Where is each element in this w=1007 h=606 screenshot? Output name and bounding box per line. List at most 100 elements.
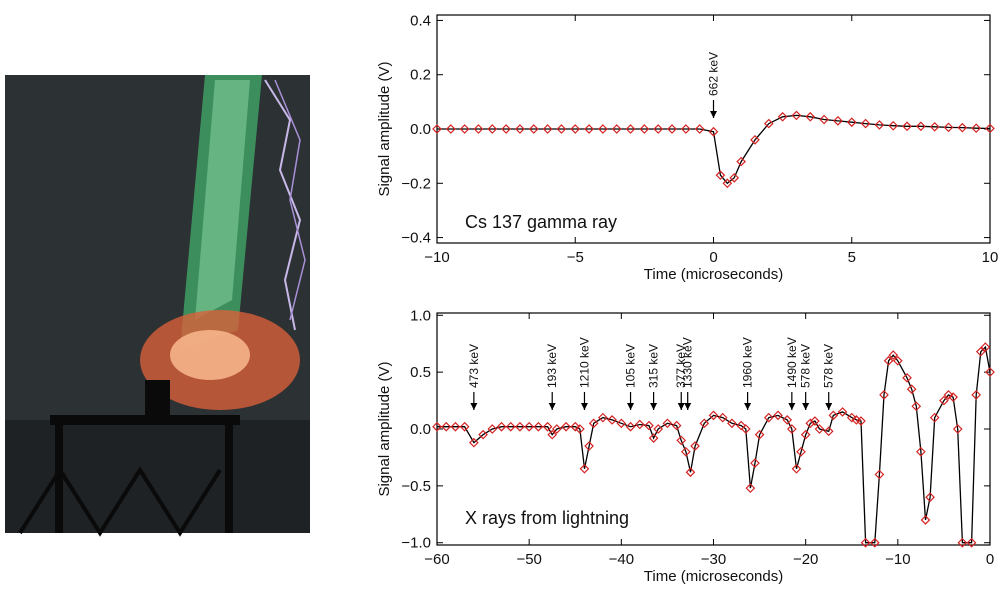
data-marker (943, 122, 954, 133)
data-marker (441, 421, 452, 432)
data-marker (432, 124, 442, 134)
data-marker (810, 416, 820, 426)
data-marker (524, 421, 535, 432)
data-marker (551, 424, 562, 434)
data-marker (736, 156, 746, 167)
data-marker (828, 410, 839, 421)
annotation-label: 315 keV (647, 344, 661, 388)
data-marker (805, 418, 816, 429)
data-marker (860, 537, 871, 548)
data-marker (916, 121, 926, 132)
data-marker (681, 446, 691, 457)
data-marker (929, 412, 940, 423)
annotation-label: 662 keV (707, 52, 721, 96)
photo-leg (55, 425, 63, 533)
y-tick-label: 0.4 (410, 12, 431, 29)
y-tick-label: 0.2 (410, 67, 431, 84)
annotation-label: 377 keV (674, 344, 688, 388)
data-marker (681, 124, 691, 134)
annotation-label: 193 keV (545, 344, 559, 388)
annotation-arrowhead (788, 403, 796, 410)
y-tick-label: 0.0 (410, 121, 431, 138)
data-marker (833, 116, 843, 126)
photo-lightning (274, 79, 306, 321)
data-marker (800, 429, 811, 440)
data-marker (869, 537, 880, 548)
data-marker (736, 420, 746, 431)
data-marker (957, 122, 968, 133)
y-tick-label: 1.0 (410, 307, 431, 324)
annotation-label: 1490 keV (785, 337, 799, 388)
data-marker (782, 415, 793, 425)
data-marker (501, 124, 511, 134)
annotation-arrowhead (470, 403, 478, 410)
annotation-label: 1330 keV (681, 337, 695, 388)
data-marker (874, 120, 885, 130)
data-marker (496, 421, 507, 432)
x-tick-label: 5 (848, 249, 856, 266)
data-marker (625, 421, 636, 432)
data-marker (971, 390, 982, 400)
data-marker (729, 173, 740, 183)
annotation-arrowhead (677, 403, 685, 410)
x-tick-label: −20 (793, 551, 818, 568)
data-marker (750, 135, 760, 145)
data-marker (939, 395, 949, 406)
data-marker (570, 124, 581, 134)
data-marker (478, 429, 488, 440)
data-marker (432, 421, 442, 432)
annotation-arrowhead (684, 403, 692, 410)
data-marker (473, 124, 484, 134)
annotation-label: 473 keV (467, 344, 481, 388)
data-marker (556, 124, 567, 134)
y-tick-label: 0.0 (410, 421, 431, 438)
data-marker (667, 124, 677, 134)
data-marker (459, 124, 470, 134)
data-marker (754, 429, 765, 440)
data-marker (879, 390, 889, 400)
data-marker (971, 123, 982, 134)
data-marker (584, 441, 594, 451)
data-marker (515, 124, 525, 134)
y-axis-label: Signal amplitude (V) (376, 61, 393, 196)
data-marker (786, 424, 797, 434)
photo-lightning (264, 79, 302, 331)
annotation-arrowhead (650, 403, 658, 410)
data-marker (715, 170, 726, 180)
data-marker (515, 421, 525, 432)
annotation-arrowhead (548, 403, 556, 410)
data-marker (639, 124, 650, 134)
data-marker (796, 446, 806, 457)
data-marker (985, 123, 995, 134)
data-marker (634, 419, 645, 430)
y-tick-label: −0.2 (401, 175, 431, 192)
x-tick-label: 10 (982, 249, 999, 266)
data-marker (740, 424, 751, 434)
data-marker (860, 118, 871, 129)
data-marker (505, 421, 516, 432)
data-marker (925, 492, 935, 503)
data-marker (708, 126, 719, 137)
data-marker (676, 435, 687, 446)
data-marker (943, 390, 954, 400)
data-marker (542, 124, 553, 134)
y-tick-label: −1.0 (401, 535, 431, 552)
data-marker (533, 421, 544, 432)
data-marker (763, 412, 774, 423)
data-marker (575, 424, 585, 434)
data-marker (892, 355, 903, 366)
data-marker (929, 121, 940, 132)
data-marker (837, 407, 848, 417)
data-marker (625, 124, 636, 134)
annotation-arrowhead (710, 111, 717, 118)
annotation-label: 105 keV (624, 344, 638, 388)
data-marker (450, 421, 461, 432)
x-tick-label: 0 (709, 249, 717, 266)
data-line (437, 345, 991, 544)
data-marker (819, 114, 829, 125)
data-marker (966, 537, 977, 548)
data-marker (773, 410, 783, 421)
annotation-label: 1960 keV (741, 337, 755, 388)
data-marker (607, 415, 617, 425)
